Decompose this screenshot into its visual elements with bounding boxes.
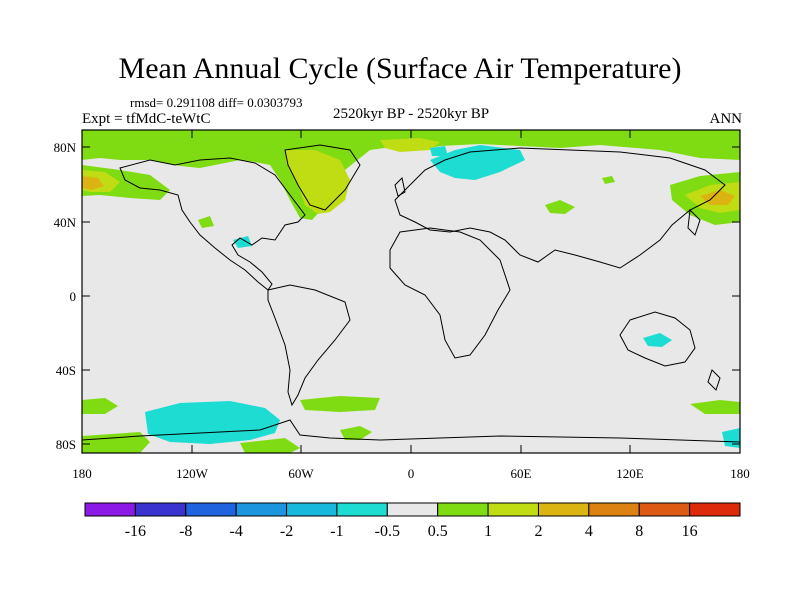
lat-label-0: 0 [70,289,77,304]
colorbar-swatch [537,502,590,517]
colorbar-swatch [487,502,539,517]
colorbar-swatch [336,502,388,517]
coast-australia [619,311,696,367]
anomaly-region-npac-patch [198,216,214,228]
lon-label-0: 0 [408,466,415,481]
lon-label-60w: 60W [288,466,314,481]
anomaly-region-pacific-strong [700,190,735,205]
lat-ticks [82,146,740,445]
colorbar-label: 4 [585,523,593,540]
colorbar-swatch [235,502,288,517]
lat-label-80n: 80N [54,140,77,155]
coast-europe-asia [394,147,726,269]
lon-ticks [81,130,741,453]
colorbar-label: -8 [179,523,192,540]
anomaly-region-gulf-cool [233,236,252,248]
anomaly-region-australia-cool [643,333,672,347]
colorbar-label: -4 [229,523,242,540]
lon-label-180w: 180 [72,466,92,481]
coast-africa [389,227,511,359]
colorbar-label: 8 [635,523,643,540]
colorbar-swatch [386,502,439,517]
coast-south-america [267,284,351,407]
anomaly-region-southern-warm-3 [690,400,740,414]
anomaly-field [82,130,740,453]
colorbar-label: -2 [280,523,293,540]
lon-label-180e: 180 [730,466,750,481]
anomaly-region-nw-strong [82,176,104,190]
anomaly-region-southern-warm-1 [82,398,118,414]
anomaly-region-arctic-warm [82,130,740,220]
colorbar-swatch [185,502,237,517]
colorbar-label: -1 [330,523,343,540]
coast-uk [394,176,406,197]
map-title: Mean Annual Cycle (Surface Air Temperatu… [118,52,682,85]
lon-label-120e: 120E [616,466,644,481]
coastlines [82,144,740,443]
anomaly-region-antarctic-cool [145,401,280,444]
anomaly-region-asia-patch-2 [602,176,615,184]
colorbar-swatch [286,502,338,517]
colorbar: -16 -8 -4 -2 -1 -0.5 0.5 1 2 4 8 16 [84,502,741,540]
colorbar-label: 0.5 [428,523,448,540]
anomaly-region-asia-patch-1 [545,200,575,214]
coast-antarctica [82,419,740,443]
anomaly-region-greenland-high [285,150,350,214]
colorbar-label: 16 [682,523,698,540]
colorbar-swatch [437,502,489,517]
anomaly-region-antarctic-warm-2 [240,438,300,453]
lat-label-80s: 80S [56,437,76,452]
anomaly-region-antarctic-cool-east [722,428,740,448]
colorbar-swatch [588,502,640,517]
season-label: ANN [709,111,743,127]
colorbar-swatch [134,502,187,517]
lat-label-40s: 40S [56,363,76,378]
colorbar-swatch [638,502,691,517]
anomaly-region-southern-warm-4 [340,426,372,440]
colorbar-label: -16 [125,523,146,540]
colorbar-label: -0.5 [375,523,400,540]
coast-new-zealand [707,369,721,391]
coast-north-america [119,157,306,291]
coast-japan [687,208,701,236]
anomaly-region-siberia-warm [380,138,440,152]
stats-readout: rmsd= 0.291108 diff= 0.0303793 [130,95,303,110]
colorbar-swatch [84,502,136,517]
colorbar-label: 2 [534,523,542,540]
lon-label-120w: 120W [176,466,209,481]
experiment-label: Expt = tfMdC-teWtC [82,111,211,127]
colorbar-label: 1 [484,523,492,540]
lat-label-40n: 40N [54,215,77,230]
anomaly-region-arctic-cool [430,146,448,156]
anomaly-region-antarctic-warm [82,432,150,453]
period-label: 2520kyr BP - 2520kyr BP [332,106,490,122]
anomaly-region-barents-cool [430,145,525,180]
lon-label-60e: 60E [511,466,532,481]
colorbar-swatch [689,502,741,517]
coast-greenland [284,144,361,211]
anomaly-region-southern-warm-2 [300,396,380,412]
